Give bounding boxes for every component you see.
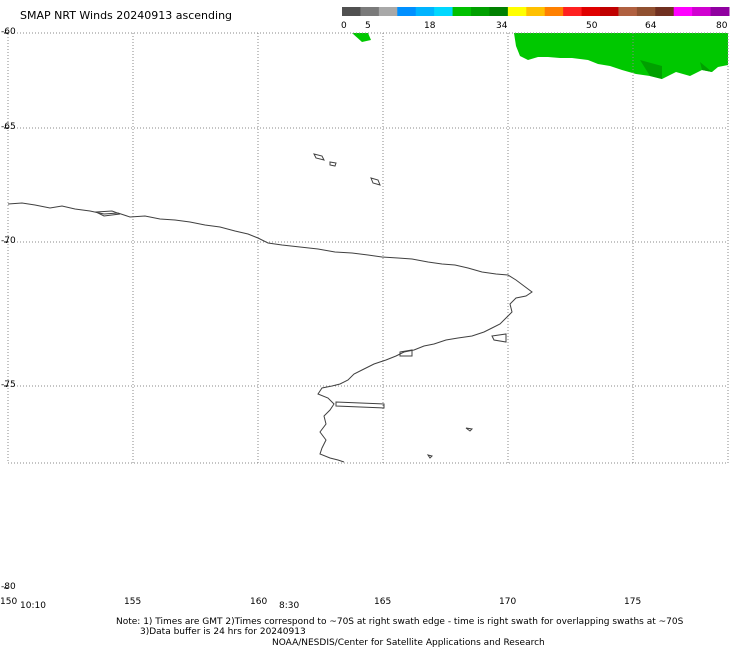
colorbar-segment [415, 7, 435, 16]
colorbar-label-34: 34 [496, 21, 508, 31]
lat-label-75: -75 [1, 380, 16, 390]
colorbar [342, 7, 730, 16]
lat-label-65: -65 [1, 122, 16, 132]
time-label-1: 10:10 [20, 601, 46, 611]
colorbar-segment [544, 7, 564, 16]
colorbar-segment [692, 7, 712, 16]
lon-label-155: 155 [124, 597, 142, 607]
map-title: SMAP NRT Winds 20240913 ascending [20, 9, 233, 22]
colorbar-segment [397, 7, 417, 16]
note-line-3: NOAA/NESDIS/Center for Satellite Applica… [272, 638, 545, 648]
lat-ticks [4, 32, 8, 589]
lon-label-160: 160 [250, 597, 268, 607]
colorbar-segment [581, 7, 601, 16]
colorbar-segment [342, 7, 361, 16]
note-line-2: 3)Data buffer is 24 hrs for 20240913 [140, 627, 306, 637]
lat-label-80: -80 [1, 582, 16, 592]
colorbar-segment [378, 7, 398, 16]
colorbar-segment [636, 7, 656, 16]
colorbar-label-5: 5 [365, 21, 371, 31]
colorbar-segment [563, 7, 583, 16]
colorbar-segment [434, 7, 454, 16]
colorbar-segment [360, 7, 380, 16]
colorbar-segment [600, 7, 619, 16]
time-label-2: 8:30 [279, 601, 300, 611]
wind-swath [352, 33, 728, 79]
lat-label-70: -70 [1, 236, 16, 246]
colorbar-segment [471, 7, 490, 16]
colorbar-segment [507, 7, 527, 16]
lat-label-60: -60 [1, 27, 16, 37]
colorbar-label-18: 18 [424, 21, 436, 31]
note-line-1: Note: 1) Times are GMT 2)Times correspon… [116, 617, 684, 627]
colorbar-label-64: 64 [645, 21, 657, 31]
colorbar-segment [526, 7, 546, 16]
map-frame [7, 32, 729, 464]
graticule [8, 33, 728, 463]
lon-label-175: 175 [624, 597, 642, 607]
colorbar-segment [489, 7, 509, 16]
colorbar-segment [618, 7, 638, 16]
colorbar-segment [673, 7, 693, 16]
lon-label-165: 165 [374, 597, 392, 607]
colorbar-segment [452, 7, 472, 16]
coastline [7, 153, 533, 463]
colorbar-label-0: 0 [341, 21, 347, 31]
colorbar-label-50: 50 [586, 21, 598, 31]
lon-label-150: 150 [0, 597, 18, 607]
colorbar-label-80: 80 [716, 21, 728, 31]
colorbar-segment [655, 7, 675, 16]
colorbar-segment [710, 7, 730, 16]
lon-label-170: 170 [499, 597, 517, 607]
